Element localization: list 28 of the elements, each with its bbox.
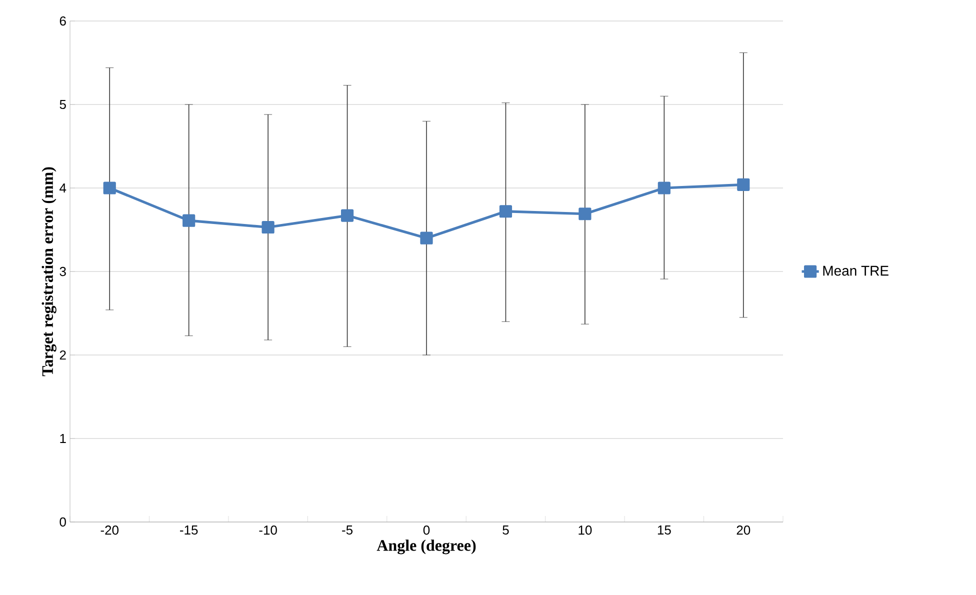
point [103,182,116,194]
point [578,208,592,220]
point [737,178,750,191]
x-tick-label: -15 [180,526,198,535]
y-tick-label: 0 [60,517,66,527]
y-tick-label: 6 [60,16,66,26]
x-tick-label: 5 [502,526,509,535]
x-tick-label: 10 [578,526,592,535]
x-tick-label: -20 [100,526,119,535]
point [658,182,670,194]
legend-label: Mean TRE [823,266,888,276]
y-tick-label: 2 [60,350,66,360]
point [340,209,354,222]
x-tick-label: -10 [259,526,277,535]
x-tick-label: 0 [423,526,430,535]
x-tick-label: 15 [658,526,671,535]
point [262,220,274,234]
x-tick-label: 20 [736,526,750,535]
x-axis-title: Angle (degree) [376,540,476,554]
y-tick-label: 5 [60,100,66,110]
y-tick-label: 4 [60,184,66,192]
point [499,205,512,218]
point [182,214,196,227]
y-tick-label: 1 [60,434,66,443]
x-tick-label: -5 [342,526,353,535]
y-axis-title: Target registration error (mm) [42,167,56,376]
y-tick-label: 3 [60,266,66,276]
point [420,232,433,244]
